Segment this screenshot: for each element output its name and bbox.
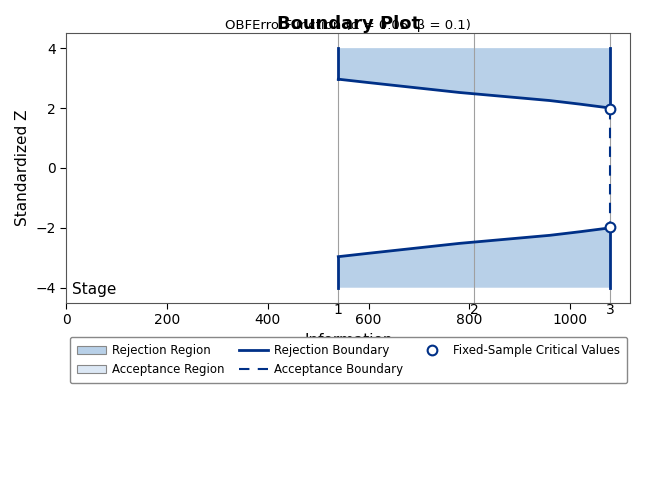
Text: 1: 1 (334, 302, 343, 316)
X-axis label: Information: Information (304, 332, 393, 347)
Title: Boundary Plot: Boundary Plot (277, 15, 420, 33)
Text: Stage: Stage (72, 282, 117, 298)
Legend: Rejection Region, Acceptance Region, Rejection Boundary, Acceptance Boundary, Fi: Rejection Region, Acceptance Region, Rej… (70, 337, 627, 383)
Text: OBFErrorFunction (α = 0.05  β = 0.1): OBFErrorFunction (α = 0.05 β = 0.1) (225, 19, 472, 32)
Text: 3: 3 (606, 302, 615, 316)
Text: 2: 2 (470, 302, 479, 316)
Polygon shape (338, 228, 610, 288)
Polygon shape (338, 48, 610, 108)
Y-axis label: Standardized Z: Standardized Z (15, 110, 30, 226)
